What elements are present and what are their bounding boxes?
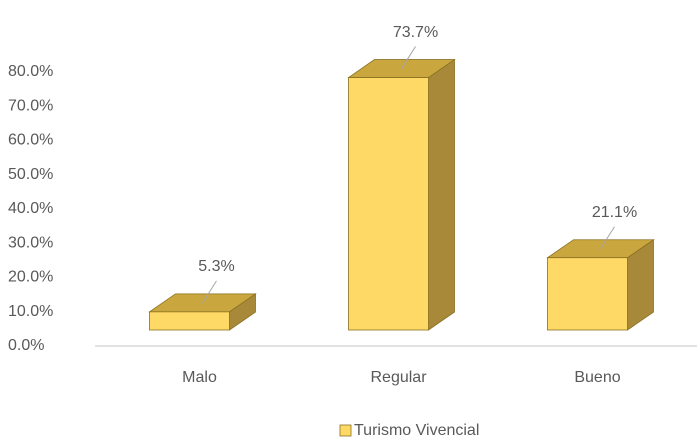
value-label: 5.3%	[198, 258, 234, 275]
y-tick-label: 60.0%	[8, 132, 53, 149]
leader-line	[600, 226, 615, 250]
legend-label: Turismo Vivencial	[354, 422, 479, 439]
leader-line	[401, 46, 416, 69]
bar	[149, 311, 230, 331]
x-tick-label: Regular	[370, 369, 427, 386]
bar-side	[428, 58, 455, 331]
value-label: 73.7%	[393, 24, 438, 41]
y-tick-label: 0.0%	[8, 337, 44, 354]
y-tick-label: 30.0%	[8, 234, 53, 251]
legend-swatch	[339, 424, 352, 437]
leader-line	[202, 280, 217, 304]
bar	[348, 77, 429, 331]
value-label: 21.1%	[592, 204, 637, 221]
y-tick-label: 80.0%	[8, 63, 53, 80]
y-tick-label: 40.0%	[8, 200, 53, 217]
y-tick-label: 70.0%	[8, 97, 53, 114]
y-tick-label: 50.0%	[8, 166, 53, 183]
x-tick-label: Malo	[182, 369, 217, 386]
x-tick-label: Bueno	[574, 369, 620, 386]
y-tick-label: 10.0%	[8, 303, 53, 320]
y-tick-label: 20.0%	[8, 269, 53, 286]
bar	[547, 257, 628, 331]
